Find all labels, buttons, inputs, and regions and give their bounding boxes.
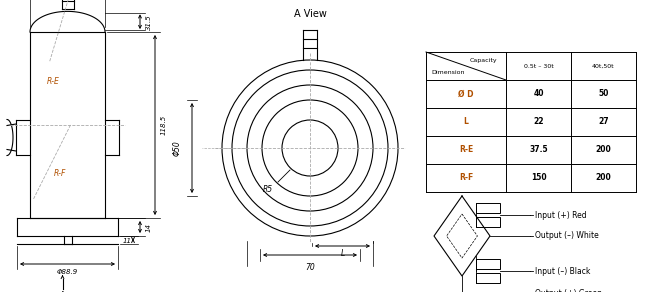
Text: Input (+) Red: Input (+) Red: [535, 211, 587, 220]
Text: L: L: [464, 117, 468, 126]
Text: R-F: R-F: [459, 173, 473, 182]
Text: A: A: [60, 291, 65, 292]
Text: Φ50: Φ50: [173, 140, 182, 156]
Text: 70: 70: [305, 263, 315, 272]
Text: 11: 11: [122, 238, 131, 244]
Text: 37.5: 37.5: [529, 145, 548, 154]
Text: 200: 200: [596, 145, 611, 154]
Text: 27: 27: [598, 117, 609, 126]
Text: 14: 14: [146, 223, 152, 232]
Text: 22: 22: [533, 117, 543, 126]
Text: 150: 150: [530, 173, 546, 182]
Text: R5: R5: [263, 185, 273, 194]
Text: 40: 40: [533, 90, 543, 98]
Text: Output (–) White: Output (–) White: [535, 232, 599, 241]
Text: Capacity: Capacity: [470, 58, 498, 63]
Text: 40t,50t: 40t,50t: [592, 63, 615, 69]
Text: R-E: R-E: [47, 77, 60, 86]
Text: Φ88.9: Φ88.9: [57, 269, 78, 275]
Text: 200: 200: [596, 173, 611, 182]
Text: 0.5t – 30t: 0.5t – 30t: [524, 63, 553, 69]
Text: 50: 50: [598, 90, 609, 98]
Text: R-E: R-E: [459, 145, 473, 154]
Text: Input (–) Black: Input (–) Black: [535, 267, 591, 275]
Text: Output (+) Green: Output (+) Green: [535, 289, 602, 292]
Text: 31.5: 31.5: [146, 14, 152, 29]
Text: Dimension: Dimension: [432, 70, 465, 75]
Text: 118.5: 118.5: [161, 115, 167, 135]
Text: R-F: R-F: [54, 168, 65, 178]
Text: L: L: [340, 248, 345, 258]
Text: A View: A View: [294, 9, 326, 19]
Text: Ø D: Ø D: [458, 90, 473, 98]
